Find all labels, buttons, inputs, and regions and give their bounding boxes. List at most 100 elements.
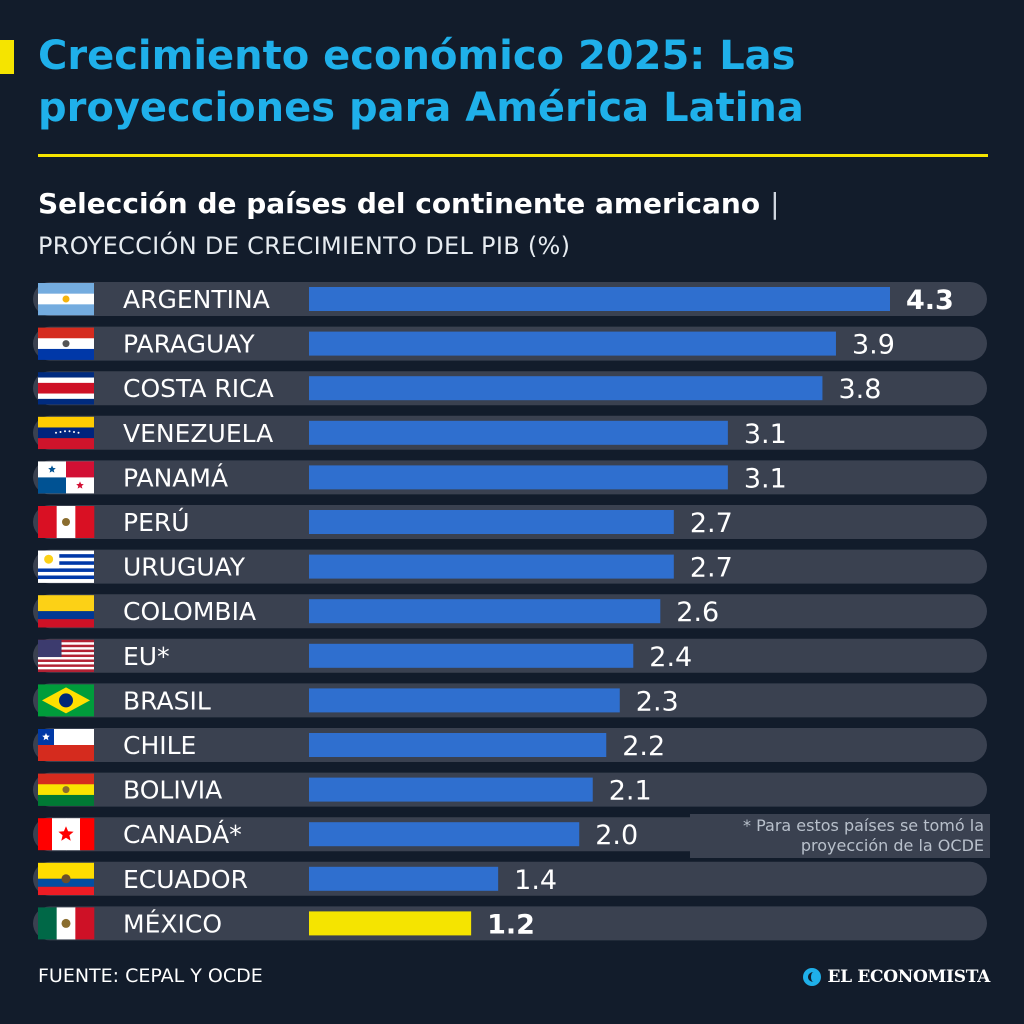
flag-stripe [38,647,94,650]
flag-part [66,461,94,478]
flag-star [73,431,75,433]
flag-stripe [38,654,94,658]
bar-uruguay [309,554,674,579]
country-label-bolivia: BOLIVIA [123,776,222,805]
flag-sun [62,295,70,303]
flag-stripe [38,348,94,360]
logo-text: EL ECONOMISTA [827,967,990,987]
bar-chile [309,733,607,757]
flag-star [58,826,74,841]
flag-stripe [38,639,94,643]
flag-stripe [38,416,94,428]
ecuador-flag [38,862,94,896]
bar-track-m-xico [33,906,987,941]
flag-stripe [38,393,94,400]
country-label-paraguay: PARAGUAY [123,330,255,359]
value-label-per: 2.7 [690,508,733,539]
country-label-uruguay: URUGUAY [123,553,246,582]
bar-brasil [309,688,620,713]
flag-star [42,733,50,741]
bar-paraguay [309,331,836,356]
bar-track-ecuador [33,861,987,896]
flag-stripe [38,745,94,761]
flag-stripe [38,377,94,384]
flag-stripe [38,506,57,538]
flag-stripe [38,611,94,620]
flag-stripe [38,382,94,389]
value-label-costa-rica: 3.8 [838,374,881,405]
flag-stripe [38,644,94,648]
flag-stripe [38,568,94,573]
bar-bolivia [309,777,593,802]
flag-star [76,481,84,489]
flag-emblem [61,874,71,884]
costa-rica-flag [38,372,94,405]
flag-stripe [38,661,94,665]
flag-globe [59,693,73,708]
value-label-canad: 2.0 [595,820,638,851]
value-label-argentina: 4.3 [906,285,954,316]
flag-sun [44,554,54,564]
flag-stripe [38,907,57,940]
flag-stripe [38,283,94,294]
flag-stripe [38,579,94,583]
flag-stripe [80,818,95,851]
value-label-m-xico: 1.2 [487,909,535,940]
bar-ecuador [309,866,499,891]
bar-m-xico [309,911,472,936]
bar-eu [309,643,634,668]
bar-canad [309,822,580,847]
bar-colombia [309,599,661,624]
flag-emblem [62,786,70,794]
flag-stripe [38,659,94,663]
flag-stripe [38,561,94,566]
title-accent-bar [0,40,14,74]
flag-stripe [38,564,94,569]
footnote: * Para estos países se tomó la proyecció… [690,814,990,858]
subtitle-separator: | [770,187,780,220]
country-label-canad: CANADÁ* [123,820,242,849]
flag-stripe [38,657,94,660]
country-label-panam: PANAMÁ [123,463,228,492]
value-label-bolivia: 2.1 [609,776,652,807]
flag-emblem [61,918,71,928]
flag-star [77,431,80,434]
venezuela-flag [38,416,94,450]
value-label-paraguay: 3.9 [852,330,895,361]
country-label-venezuela: VENEZUELA [123,419,273,448]
chile-flag [38,729,94,761]
panama-flag [38,461,94,494]
flag-stripe [38,649,94,653]
country-label-colombia: COLOMBIA [123,597,256,626]
country-label-argentina: ARGENTINA [123,285,270,314]
country-label-brasil: BRASIL [123,686,211,715]
page-title: Crecimiento económico 2025: Las proyecci… [38,33,804,131]
value-label-ecuador: 1.4 [514,865,557,896]
logo-icon [803,968,822,986]
flag-stripe [38,427,94,439]
logo: EL ECONOMISTA [786,962,990,992]
bar-costa-rica [309,376,823,401]
value-label-eu: 2.4 [649,642,692,673]
bolivia-flag [38,773,94,806]
flag-part [38,477,66,494]
flag-stripe [38,773,94,785]
flag-star [64,430,66,433]
argentina-flag [38,283,94,316]
usa-flag [38,639,94,673]
value-label-uruguay: 2.7 [690,553,733,584]
flag-stripe [38,372,94,378]
subtitle-text: Selección de países del continente ameri… [38,187,761,220]
flag-stripe [38,664,94,668]
value-label-venezuela: 3.1 [744,419,787,450]
flag-emblem [62,340,70,348]
bar-argentina [309,287,890,311]
source-label: FUENTE: CEPAL Y OCDE [38,965,263,987]
flag-stripe [38,557,94,562]
canada-flag [38,818,95,851]
flag-stripe [38,794,94,806]
title-divider [38,154,988,157]
bar-panam [309,465,728,490]
value-label-chile: 2.2 [622,731,665,762]
